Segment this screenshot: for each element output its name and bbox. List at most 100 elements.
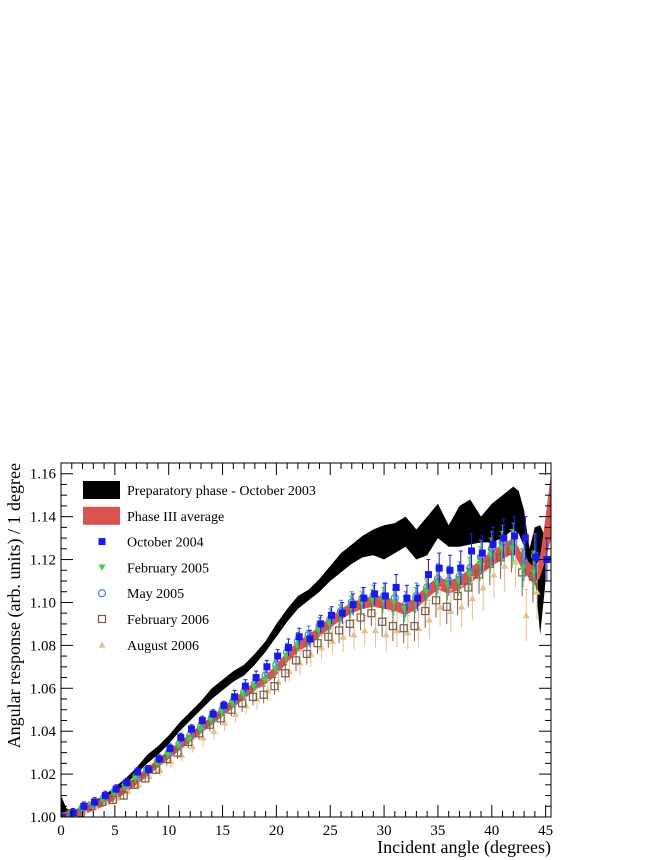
data-point <box>271 666 279 673</box>
data-point <box>487 552 495 559</box>
legend-item-phase-iii-average: Phase III average <box>83 506 224 525</box>
data-point <box>328 611 336 619</box>
data-point <box>252 674 260 682</box>
data-point <box>371 590 379 598</box>
data-point <box>250 683 258 690</box>
x-tick-label: 45 <box>538 823 553 839</box>
y-axis-label: Angular response (arb. units) / 1 degree <box>4 463 25 748</box>
plot-content <box>61 473 551 817</box>
legend-item-february-2005: February 2005 <box>98 561 209 576</box>
data-point <box>261 676 269 684</box>
data-point <box>166 744 174 752</box>
data-point <box>345 619 354 629</box>
data-point <box>334 626 344 635</box>
data-point <box>356 613 365 622</box>
data-point <box>306 635 314 643</box>
legend-label: August 2006 <box>127 639 199 654</box>
data-point <box>421 606 430 616</box>
data-point <box>164 751 172 759</box>
y-tick-label: 1.12 <box>30 553 56 569</box>
legend-marker <box>98 564 106 571</box>
legend-item-may-2005: May 2005 <box>97 587 184 602</box>
data-point <box>431 596 441 605</box>
data-point <box>360 594 368 602</box>
data-point <box>241 682 249 690</box>
data-point <box>500 534 508 542</box>
data-point <box>339 633 347 640</box>
data-point <box>479 583 487 591</box>
legend-item-preparatory-phase-october-2003: Preparatory phase - October 2003 <box>83 481 316 499</box>
plot-area <box>61 473 551 817</box>
data-point <box>403 594 411 602</box>
data-point <box>454 578 462 585</box>
data-point <box>453 591 462 601</box>
data-point <box>314 627 322 634</box>
data-point <box>210 727 218 735</box>
data-point <box>185 736 193 744</box>
data-point <box>217 708 225 716</box>
data-point <box>173 748 182 757</box>
data-point <box>519 557 529 566</box>
data-point <box>177 734 185 742</box>
data-point <box>399 624 408 633</box>
data-point <box>464 583 473 592</box>
data-point <box>119 791 128 800</box>
data-point <box>281 669 290 678</box>
data-point <box>188 725 196 733</box>
legend-item-february-2006: February 2006 <box>97 613 209 628</box>
data-point <box>144 766 152 774</box>
axes: 0 5 10 15 20 25 30 35 40 45 1.00 1.02 1.04 1.06 1.08 1.… <box>30 462 553 839</box>
data-point <box>468 594 476 602</box>
data-point <box>532 553 540 561</box>
plot-frame <box>60 462 552 818</box>
data-point <box>361 626 369 634</box>
data-point <box>410 621 419 631</box>
y-tick-label: 1.10 <box>30 595 56 611</box>
legend-label: February 2006 <box>127 613 209 628</box>
data-point <box>239 691 247 699</box>
x-tick-label: 30 <box>377 823 392 839</box>
data-point <box>61 813 66 817</box>
data-point <box>284 644 292 652</box>
x-tick-label: 10 <box>161 823 176 839</box>
data-point <box>381 592 389 600</box>
legend-label: October 2004 <box>127 536 204 551</box>
data-point <box>422 588 430 596</box>
data-point <box>231 693 239 701</box>
x-tick-label: 35 <box>430 823 445 839</box>
band-phase-iii-average <box>61 473 551 817</box>
x-tick-label: 0 <box>57 823 65 839</box>
data-point <box>368 597 376 604</box>
legend-marker <box>98 538 106 546</box>
data-point <box>317 620 325 628</box>
legend: Preparatory phase - October 2003 Phase II… <box>83 481 316 654</box>
data-point <box>382 631 390 638</box>
x-tick-label: 15 <box>215 823 230 839</box>
data-point <box>151 765 161 774</box>
data-point <box>238 699 247 708</box>
data-point <box>442 602 451 611</box>
legend-marker <box>98 641 106 648</box>
data-point <box>155 755 163 763</box>
data-point <box>196 726 204 733</box>
data-point <box>530 569 538 576</box>
data-point <box>521 534 529 542</box>
data-point <box>134 768 142 776</box>
data-point <box>259 690 268 699</box>
legend-label: February 2005 <box>127 561 209 576</box>
y-tick-label: 1.14 <box>30 510 57 526</box>
data-point <box>295 633 303 641</box>
data-point <box>313 639 322 648</box>
data-point <box>130 780 139 789</box>
data-point <box>476 560 484 568</box>
data-point <box>248 692 258 701</box>
data-point <box>228 700 236 707</box>
data-point <box>444 582 452 589</box>
data-point <box>141 774 150 783</box>
data-point <box>112 785 120 793</box>
data-point <box>490 571 498 578</box>
data-point <box>274 652 282 660</box>
legend-marker <box>97 614 107 624</box>
data-point <box>425 616 433 623</box>
